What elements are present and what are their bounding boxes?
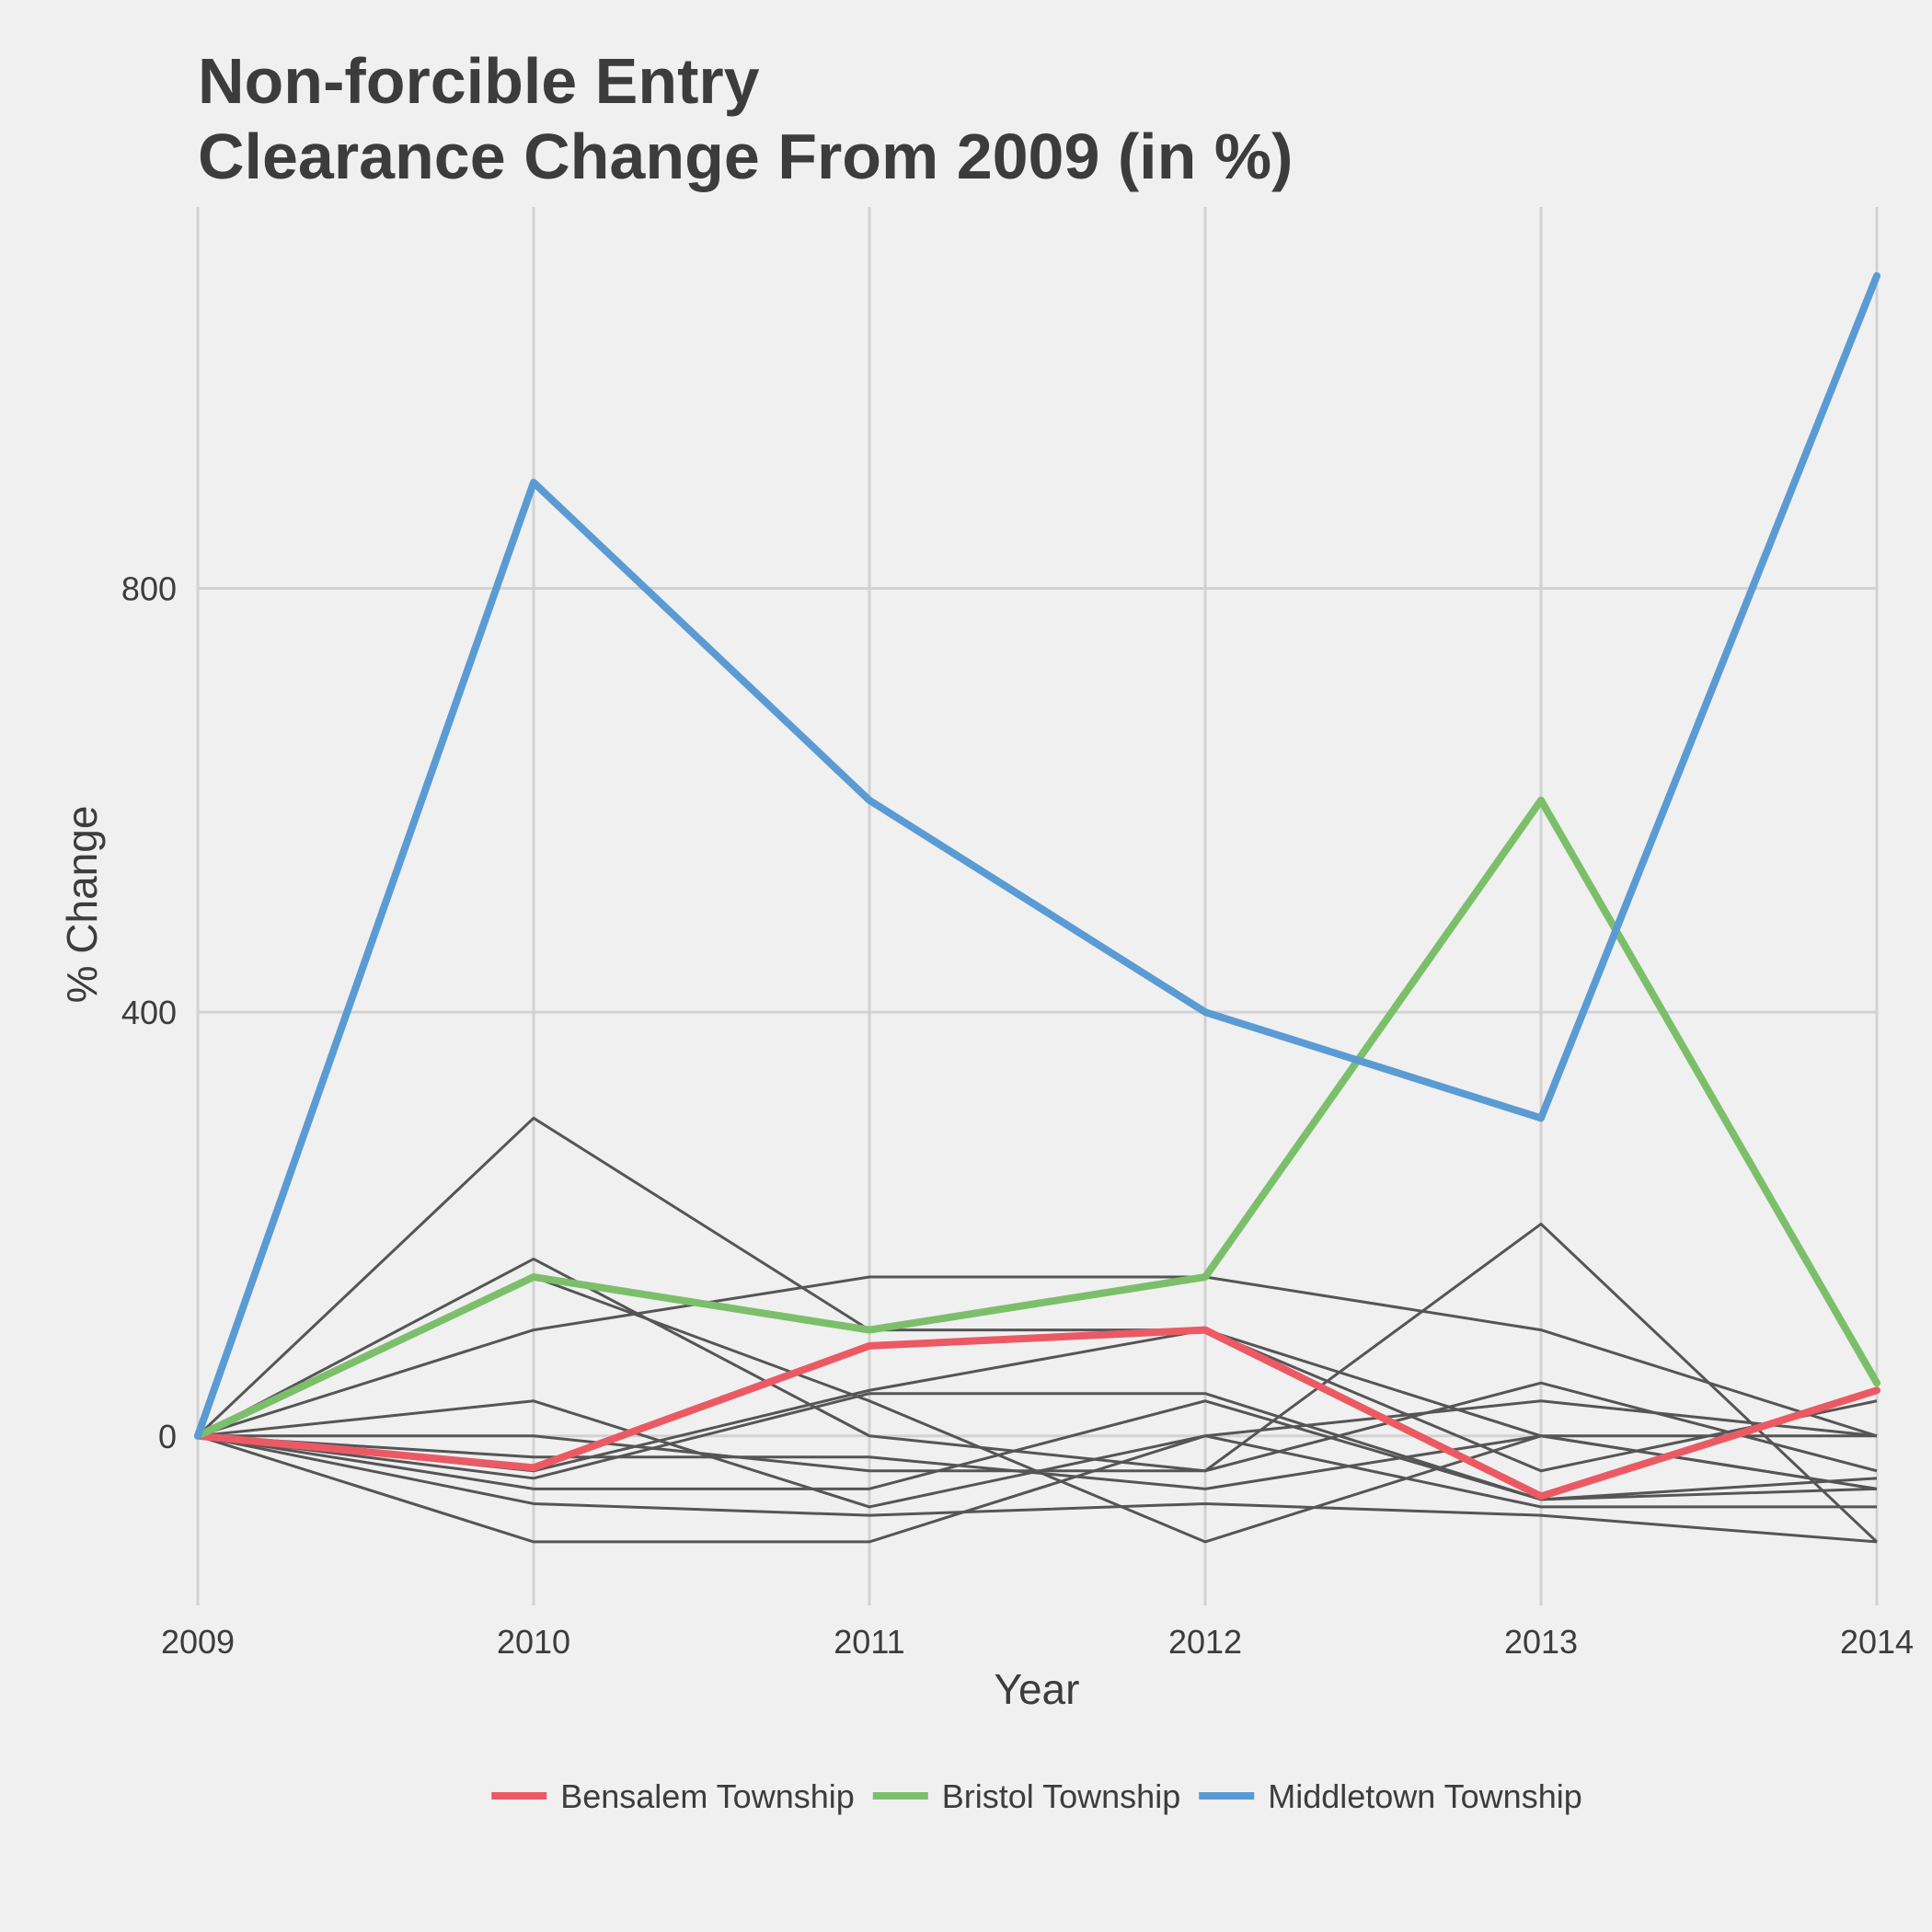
series-line-bensalem-township bbox=[194, 1326, 1880, 1501]
other-township-lines bbox=[196, 1116, 1879, 1544]
legend-label: Bensalem Township bbox=[560, 1777, 855, 1815]
legend: Bensalem Township Bristol Township Middlet… bbox=[491, 1777, 1582, 1815]
x-axis-title: Year bbox=[995, 1665, 1080, 1713]
x-tick-label: 2011 bbox=[834, 1623, 904, 1661]
series-line-other-township bbox=[197, 1392, 1878, 1501]
series-line-other-township bbox=[197, 1434, 1877, 1544]
y-tick-label: 0 bbox=[158, 1418, 177, 1455]
y-axis-title: % Change bbox=[58, 806, 106, 1004]
x-tick-label: 2009 bbox=[161, 1623, 235, 1661]
legend-item-bristol-township: Bristol Township bbox=[872, 1777, 1180, 1815]
chart-title-line-2: Clearance Change From 2009 (in %) bbox=[198, 121, 1293, 192]
legend-item-bensalem-township: Bensalem Township bbox=[491, 1777, 855, 1815]
series-line-other-township bbox=[198, 1381, 1878, 1473]
x-tick-label: 2010 bbox=[497, 1623, 570, 1661]
series-line-other-township bbox=[197, 1434, 1878, 1544]
series-line-middletown-township bbox=[194, 271, 1880, 1440]
legend-label: Bristol Township bbox=[942, 1777, 1180, 1815]
series-line-other-township bbox=[197, 1399, 1878, 1501]
x-tick-label: 2013 bbox=[1504, 1623, 1578, 1661]
y-tick-label: 800 bbox=[121, 570, 177, 608]
series-line-other-township bbox=[197, 1434, 1878, 1490]
legend-label: Middletown Township bbox=[1268, 1777, 1582, 1815]
x-tick-label: 2014 bbox=[1840, 1623, 1914, 1661]
x-tick-label: 2012 bbox=[1168, 1623, 1242, 1661]
y-tick-label: 400 bbox=[121, 994, 177, 1031]
series-line-bristol-township bbox=[194, 796, 1880, 1440]
legend-item-middletown-township: Middletown Township bbox=[1199, 1777, 1582, 1815]
tick-labels: 2009 2010 2011 2012 2013 2014 0 400 800 bbox=[121, 570, 1914, 1661]
series-line-other-township bbox=[197, 1275, 1878, 1438]
highlighted-township-lines bbox=[194, 271, 1880, 1501]
chart-title-line-1: Non-forcible Entry bbox=[198, 45, 760, 117]
series-line-other-township bbox=[197, 1222, 1879, 1543]
